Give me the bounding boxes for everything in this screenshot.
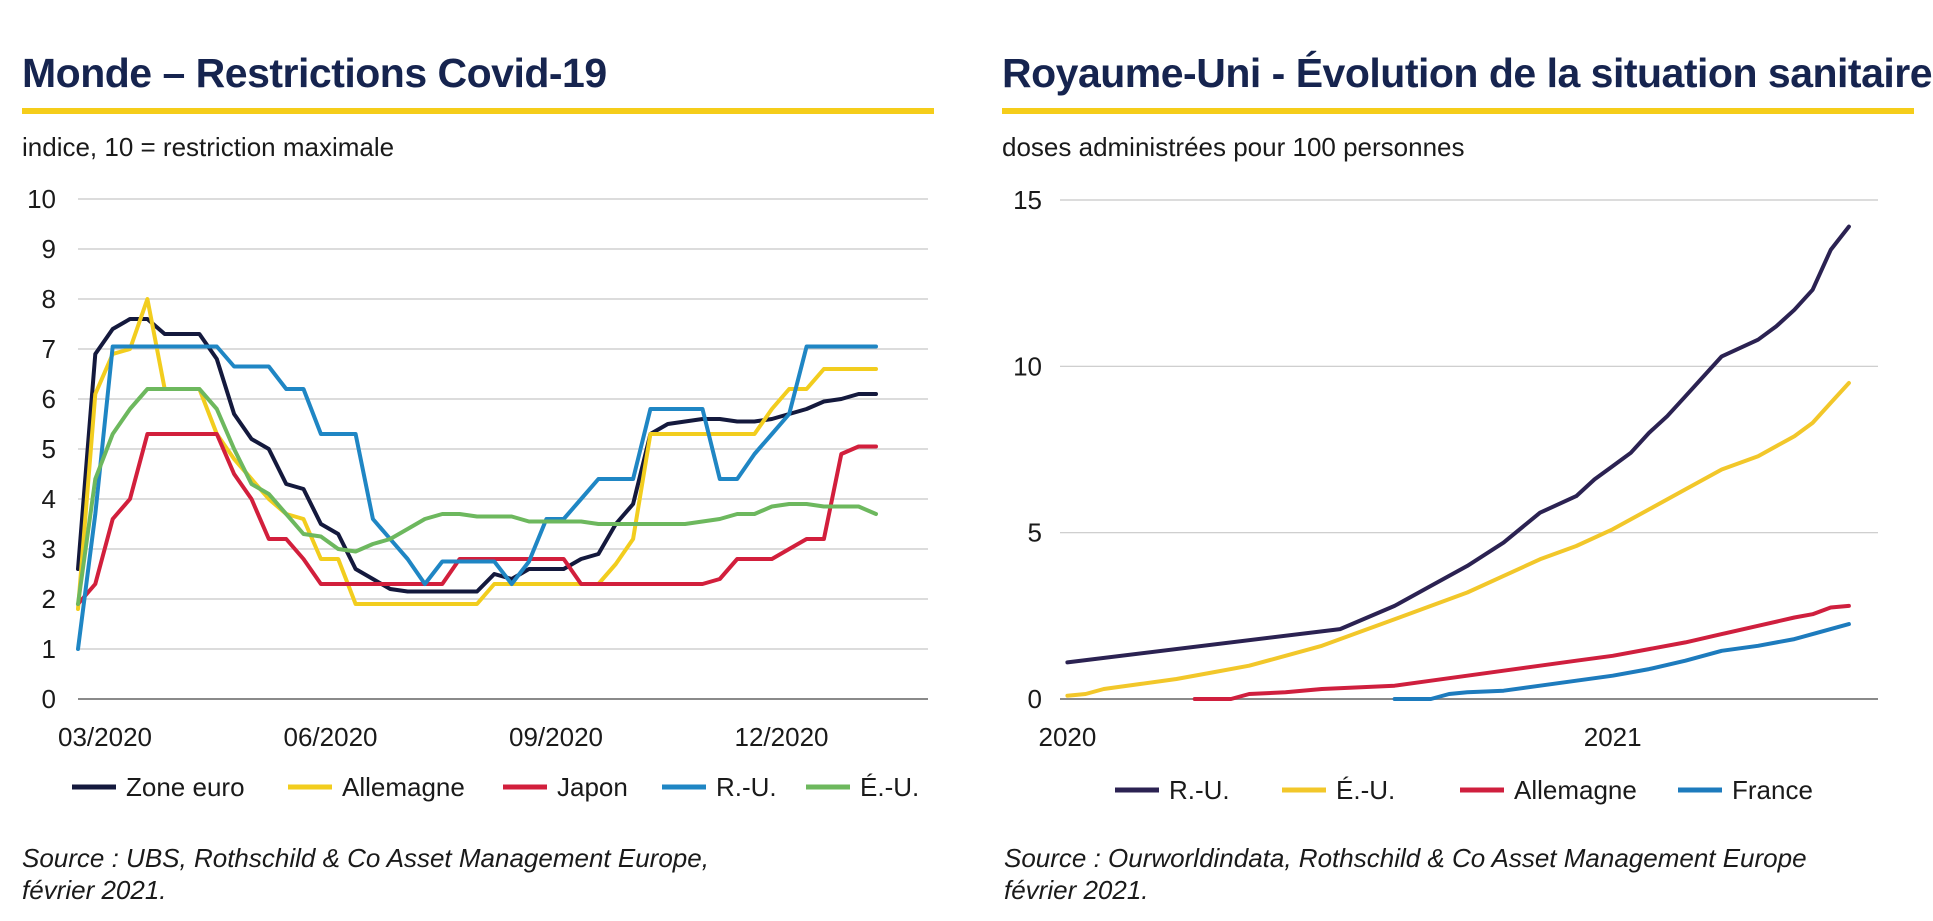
legend-label: R.-U. [716, 772, 777, 802]
source-note: Source : UBS, Rothschild & Co Asset Mana… [22, 842, 709, 906]
series-line-france [1392, 622, 1851, 701]
source-line: février 2021. [1004, 875, 1149, 905]
y-tick-label: 10 [1013, 351, 1042, 381]
legend-label: Allemagne [1514, 775, 1637, 805]
series-line-allemagne [1192, 603, 1851, 701]
title-underline [22, 108, 934, 114]
source-line: février 2021. [22, 875, 167, 905]
series-line-r-u- [76, 344, 878, 651]
chart-title: Royaume-Uni - Évolution de la situation … [1002, 50, 1933, 96]
legend-label: France [1732, 775, 1813, 805]
y-tick-label: 2 [42, 584, 56, 614]
series-line-r-u- [1065, 224, 1851, 665]
legend-label: É.-U. [1336, 775, 1395, 805]
series-line-allemagne [76, 297, 878, 611]
y-tick-label: 7 [42, 334, 56, 364]
chart-title: Monde – Restrictions Covid-19 [22, 50, 607, 96]
x-tick-label: 12/2020 [735, 722, 829, 752]
y-tick-label: 5 [42, 434, 56, 464]
chart-panel-restrictions: Monde – Restrictions Covid-19 indice, 10… [0, 0, 960, 921]
y-tick-label: 3 [42, 534, 56, 564]
series-line--u- [1065, 381, 1851, 698]
y-tick-label: 15 [1013, 185, 1042, 215]
series-line--u- [76, 387, 878, 606]
legend-label: Zone euro [126, 772, 245, 802]
y-tick-label: 10 [27, 184, 56, 214]
legend-label: Allemagne [342, 772, 465, 802]
source-note: Source : Ourworldindata, Rothschild & Co… [1004, 842, 1807, 906]
x-tick-label: 03/2020 [58, 722, 152, 752]
legend-label: É.-U. [860, 772, 919, 802]
source-line: Source : UBS, Rothschild & Co Asset Mana… [22, 843, 709, 873]
y-tick-label: 9 [42, 234, 56, 264]
x-tick-label: 2021 [1584, 722, 1642, 752]
x-tick-label: 06/2020 [284, 722, 378, 752]
line-chart-restrictions: 0 1 2 3 4 5 6 7 8 9 10 03/2020 06/2020 09/2020 12/2020… [27, 184, 928, 802]
y-tick-label: 8 [42, 284, 56, 314]
y-tick-label: 4 [42, 484, 56, 514]
series-line-japon [76, 432, 878, 606]
y-tick-label: 5 [1028, 518, 1042, 548]
chart-panel-vaccination: Royaume-Uni - Évolution de la situation … [960, 0, 1933, 921]
y-tick-label: 0 [42, 684, 56, 714]
x-tick-label: 09/2020 [509, 722, 603, 752]
legend-label: Japon [557, 772, 628, 802]
legend-label: R.-U. [1169, 775, 1230, 805]
line-chart-vaccination: 0 5 10 15 2020 2021 R.-U. É.-U. Allemagne France [1013, 185, 1878, 805]
x-tick-label: 2020 [1039, 722, 1097, 752]
chart-subtitle: doses administrées pour 100 personnes [1002, 132, 1465, 162]
series-line-zone-euro [76, 317, 878, 594]
y-tick-label: 1 [42, 634, 56, 664]
source-line: Source : Ourworldindata, Rothschild & Co… [1004, 843, 1807, 873]
y-tick-label: 0 [1028, 684, 1042, 714]
y-tick-label: 6 [42, 384, 56, 414]
title-underline [1002, 108, 1914, 114]
chart-subtitle: indice, 10 = restriction maximale [22, 132, 395, 162]
